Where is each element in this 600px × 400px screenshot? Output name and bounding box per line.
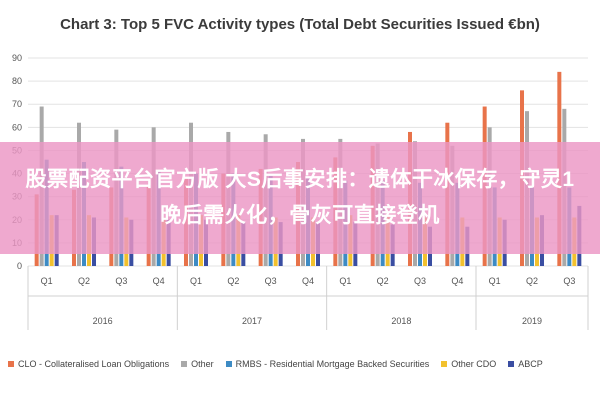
legend-swatch [181,361,188,367]
x-tick-label: Q3 [414,276,426,286]
y-tick-label: 0 [17,261,22,271]
legend-label: Other [191,359,214,369]
chart-title: Chart 3: Top 5 FVC Activity types (Total… [60,16,540,33]
x-tick-label: Q1 [41,276,53,286]
x-tick-label: Q4 [302,276,314,286]
year-label: 2018 [391,316,411,326]
x-axis-ticks: Q1 Q2 Q3 Q4 Q1 Q2 Q3 Q4 Q1 Q2 Q3 Q4 Q1 Q2 Q3 [41,276,576,286]
x-tick-label: Q2 [78,276,90,286]
promo-banner-text: 股票配资平台官方版 大S后事安排：遗体干冰保存，守灵1晚后需火化，骨灰可直接登机 [25,168,575,227]
x-tick-label: Q2 [227,276,239,286]
legend-item: Other CDO [441,359,496,369]
x-tick-label: Q1 [190,276,202,286]
legend-label: RMBS - Residential Mortgage Backed Secur… [235,359,430,369]
legend-item: CLO - Collateralised Loan Obligations [8,359,169,369]
y-tick-label: 90 [12,53,22,63]
x-tick-label: Q4 [153,276,165,286]
legend-swatch [441,361,448,367]
x-tick-label: Q3 [115,276,127,286]
year-groups: 2016 2017 2018 2019 [27,266,589,330]
x-tick-label: Q1 [489,276,501,286]
legend-swatch [8,361,14,367]
legend-label: Other CDO [451,359,497,369]
year-label: 2019 [522,316,542,326]
promo-banner[interactable]: 股票配资平台官方版 大S后事安排：遗体干冰保存，守灵1晚后需火化，骨灰可直接登机 [0,142,600,254]
x-tick-label: Q3 [265,276,277,286]
x-tick-label: Q2 [377,276,389,286]
year-label: 2016 [93,316,113,326]
legend-item: ABCP [508,359,543,369]
x-tick-label: Q3 [563,276,575,286]
legend-label: CLO - Collateralised Loan Obligations [18,359,170,369]
y-tick-label: 70 [12,99,22,109]
y-tick-label: 80 [12,76,22,86]
x-tick-label: Q1 [339,276,351,286]
y-tick-label: 60 [12,122,22,132]
year-label: 2017 [242,316,262,326]
legend-swatch [508,361,515,367]
legend-swatch [225,361,232,367]
legend-item: Other [181,359,214,369]
x-tick-label: Q2 [526,276,538,286]
legend: CLO - Collateralised Loan Obligations Oth… [8,356,598,372]
legend-item: RMBS - Residential Mortgage Backed Secur… [225,359,430,369]
x-tick-label: Q4 [451,276,463,286]
legend-label: ABCP [518,359,543,369]
